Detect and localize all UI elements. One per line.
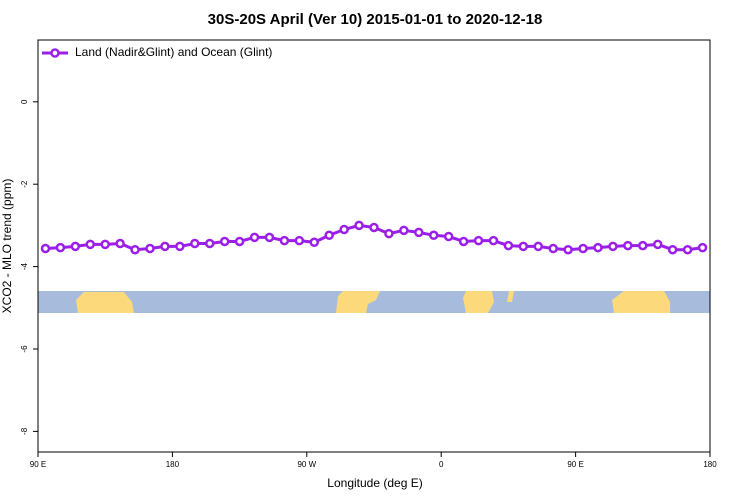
data-point bbox=[354, 220, 364, 231]
data-point bbox=[399, 225, 409, 236]
x-tick-label: 180 bbox=[703, 460, 717, 469]
y-tick-label: -2 bbox=[20, 180, 29, 188]
data-point bbox=[369, 222, 379, 233]
data-point bbox=[190, 238, 200, 249]
data-point bbox=[130, 244, 140, 255]
data-point bbox=[533, 241, 544, 252]
map-strip bbox=[38, 291, 710, 313]
data-point bbox=[115, 238, 125, 249]
data-point bbox=[503, 240, 514, 251]
data-point bbox=[428, 230, 439, 241]
data-point bbox=[55, 242, 66, 253]
data-point bbox=[682, 244, 693, 255]
x-tick-label: 90 W bbox=[297, 460, 316, 469]
x-tick-label: 90 E bbox=[567, 460, 583, 469]
data-point bbox=[563, 244, 573, 255]
y-tick-label: -6 bbox=[20, 345, 29, 353]
data-point bbox=[219, 236, 230, 247]
data-point bbox=[339, 224, 349, 235]
y-tick-label: -4 bbox=[20, 262, 29, 270]
y-tick-label: 0 bbox=[20, 99, 29, 104]
x-tick-label: 0 bbox=[439, 460, 444, 469]
data-point bbox=[100, 239, 110, 250]
data-point bbox=[264, 232, 275, 243]
x-tick-label: 180 bbox=[166, 460, 180, 469]
x-tick-label: 90 E bbox=[30, 460, 46, 469]
data-point bbox=[204, 238, 215, 249]
y-axis-label: XCO2 - MLO trend (ppm) bbox=[0, 179, 14, 314]
data-point bbox=[458, 236, 469, 247]
data-point bbox=[309, 237, 320, 248]
data-point bbox=[518, 241, 529, 252]
data-point bbox=[85, 239, 96, 250]
data-point bbox=[145, 243, 155, 254]
data-point bbox=[443, 231, 454, 242]
data-point bbox=[473, 235, 484, 246]
data-point bbox=[593, 242, 603, 253]
data-point bbox=[414, 227, 424, 238]
plot-frame bbox=[37, 39, 711, 453]
data-point bbox=[324, 230, 334, 241]
y-tick-label: -8 bbox=[20, 427, 29, 435]
legend-label: Land (Nadir&Glint) and Ocean (Glint) bbox=[75, 45, 272, 59]
data-point bbox=[608, 241, 618, 252]
data-point bbox=[294, 235, 305, 246]
legend-marker bbox=[50, 48, 60, 58]
data-point bbox=[279, 235, 290, 246]
x-axis-label: Longitude (deg E) bbox=[327, 476, 422, 490]
data-point bbox=[697, 242, 708, 253]
data-point bbox=[623, 240, 633, 251]
data-point bbox=[160, 241, 170, 252]
data-point bbox=[638, 240, 648, 251]
data-point bbox=[652, 239, 663, 250]
data-point bbox=[249, 232, 260, 243]
data-point bbox=[548, 243, 558, 254]
data-point bbox=[70, 241, 81, 252]
data-point bbox=[384, 228, 394, 239]
data-point bbox=[488, 235, 499, 246]
data-point bbox=[175, 241, 185, 252]
data-point bbox=[234, 236, 245, 247]
chart-title: 30S-20S April (Ver 10) 2015-01-01 to 202… bbox=[208, 11, 543, 28]
data-point bbox=[667, 244, 678, 255]
data-point bbox=[40, 243, 51, 254]
data-point bbox=[578, 243, 588, 254]
